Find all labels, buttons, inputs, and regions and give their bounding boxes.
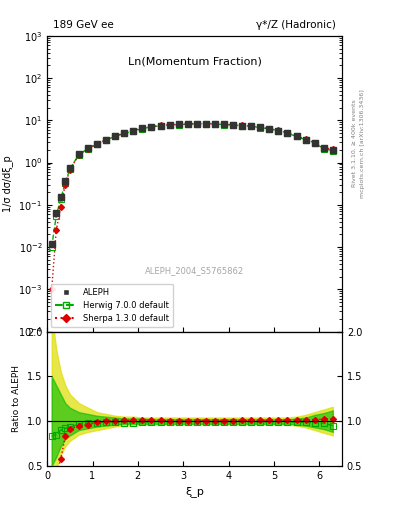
Text: Ln(Momentum Fraction): Ln(Momentum Fraction) xyxy=(128,56,261,67)
Text: mcplots.cern.ch [arXiv:1306.3436]: mcplots.cern.ch [arXiv:1306.3436] xyxy=(360,89,365,198)
Y-axis label: 1/σ dσ/dξ_p: 1/σ dσ/dξ_p xyxy=(2,155,13,212)
Text: 189 GeV ee: 189 GeV ee xyxy=(53,20,114,30)
X-axis label: ξ_p: ξ_p xyxy=(185,486,204,497)
Text: γ*/Z (Hadronic): γ*/Z (Hadronic) xyxy=(256,20,336,30)
Y-axis label: Ratio to ALEPH: Ratio to ALEPH xyxy=(12,365,21,432)
Text: Rivet 3.1.10, ≥ 400k events: Rivet 3.1.10, ≥ 400k events xyxy=(352,99,357,187)
Text: ALEPH_2004_S5765862: ALEPH_2004_S5765862 xyxy=(145,266,244,275)
Legend: ALEPH, Herwig 7.0.0 default, Sherpa 1.3.0 default: ALEPH, Herwig 7.0.0 default, Sherpa 1.3.… xyxy=(51,284,173,327)
